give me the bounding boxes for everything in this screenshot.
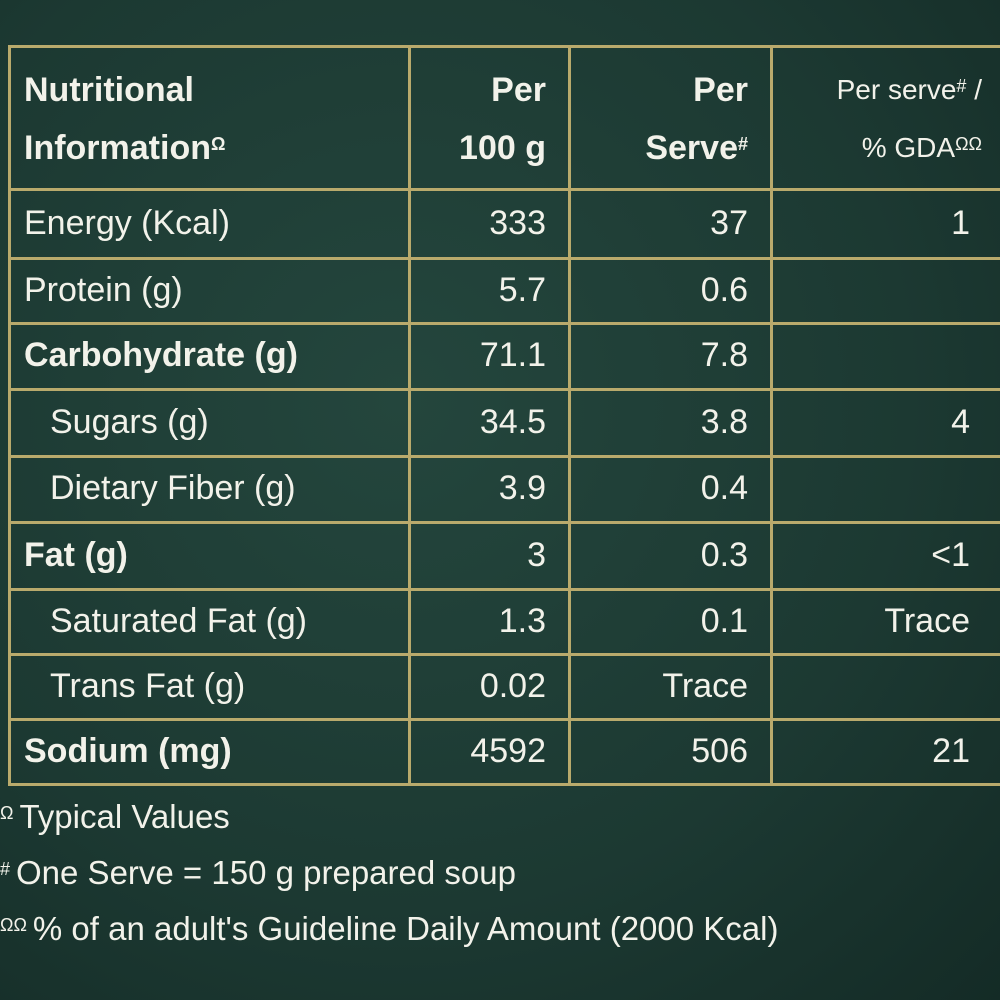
cell-value: 7.8 (700, 336, 748, 374)
cell-value: 3.9 (498, 469, 546, 507)
header-label: Nutritional (24, 71, 194, 109)
header-label: Per (693, 71, 748, 109)
footnote-symbol: ΩΩ (0, 915, 27, 935)
cell-value: 0.1 (700, 601, 748, 640)
header-text: Per (693, 70, 748, 110)
cell-value: 71.1 (479, 336, 546, 374)
cell-value: 4592 (470, 731, 546, 770)
header-text: InformationΩ (24, 128, 225, 168)
header-label: Per serve (836, 74, 957, 105)
header-text: Serve# (645, 128, 748, 168)
cell-value: 3.8 (700, 402, 748, 441)
grid-line (8, 188, 1000, 191)
cell-value: 333 (489, 203, 546, 242)
footnote-symbol: # (0, 859, 11, 879)
grid-line (8, 322, 1000, 325)
grid-line (8, 653, 1000, 656)
cell-value: 3 (527, 535, 546, 574)
grid-line (770, 45, 773, 783)
grid-line (8, 257, 1000, 260)
footnote-text: % of an adult's Guideline Daily Amount (… (32, 910, 779, 947)
header-text: Per serve# / (837, 70, 982, 110)
cell-value: Trace (662, 666, 748, 705)
row-label: Trans Fat (g) (50, 666, 246, 705)
header-text: 100 g (459, 128, 546, 168)
cell-value: 0.6 (700, 270, 748, 309)
header-text: Per (491, 70, 546, 110)
row-label: Sodium (mg) (24, 731, 232, 770)
superscript: # (956, 76, 967, 96)
cell-value: 5.7 (498, 270, 546, 309)
cell-value: 1 (951, 203, 970, 242)
cell-value: 0.3 (700, 535, 748, 574)
grid-line (8, 45, 1000, 48)
superscript: Ω (210, 134, 226, 154)
header-label: % GDA (861, 132, 956, 163)
cell-value: 1.3 (498, 601, 546, 640)
row-label: Energy (Kcal) (24, 203, 230, 242)
cell-value: 37 (710, 203, 748, 242)
footnote: Ω Typical Values (0, 797, 230, 837)
header-text: % GDAΩΩ (862, 128, 982, 168)
cell-value: 506 (691, 731, 748, 770)
grid-line (8, 45, 11, 783)
superscript: # (737, 134, 748, 154)
cell-value: 0.02 (479, 666, 546, 705)
header-label: Serve (645, 129, 738, 167)
footnote-text: One Serve = 150 g prepared soup (16, 854, 516, 891)
header-label: 100 g (459, 129, 546, 167)
grid-line (8, 718, 1000, 721)
header-label: Per (491, 71, 546, 109)
cell-value: Trace (884, 601, 970, 640)
header-label: Information (24, 129, 211, 167)
row-label: Sugars (g) (50, 402, 209, 441)
grid-line (8, 455, 1000, 458)
cell-value: 21 (932, 731, 970, 770)
footnote: # One Serve = 150 g prepared soup (0, 853, 516, 893)
row-label: Fat (g) (24, 535, 128, 574)
cell-value: 4 (951, 402, 970, 441)
grid-line (8, 388, 1000, 391)
row-label: Dietary Fiber (g) (50, 469, 296, 507)
header-text: Nutritional (24, 70, 194, 110)
grid-line (8, 588, 1000, 591)
row-label: Carbohydrate (g) (24, 336, 298, 374)
grid-line (8, 521, 1000, 524)
grid-line (568, 45, 571, 783)
footnote: ΩΩ% of an adult's Guideline Daily Amount… (0, 909, 778, 949)
header-label: / (966, 74, 982, 105)
cell-value: 0.4 (700, 469, 748, 507)
row-label: Saturated Fat (g) (50, 601, 308, 640)
row-label: Protein (g) (24, 270, 183, 309)
footnote-text: Typical Values (19, 798, 230, 835)
footnote-symbol: Ω (0, 803, 14, 823)
superscript: ΩΩ (955, 134, 982, 154)
cell-value: 34.5 (479, 402, 546, 441)
cell-value: <1 (931, 535, 970, 574)
grid-line (408, 45, 411, 783)
grid-line (8, 783, 1000, 786)
